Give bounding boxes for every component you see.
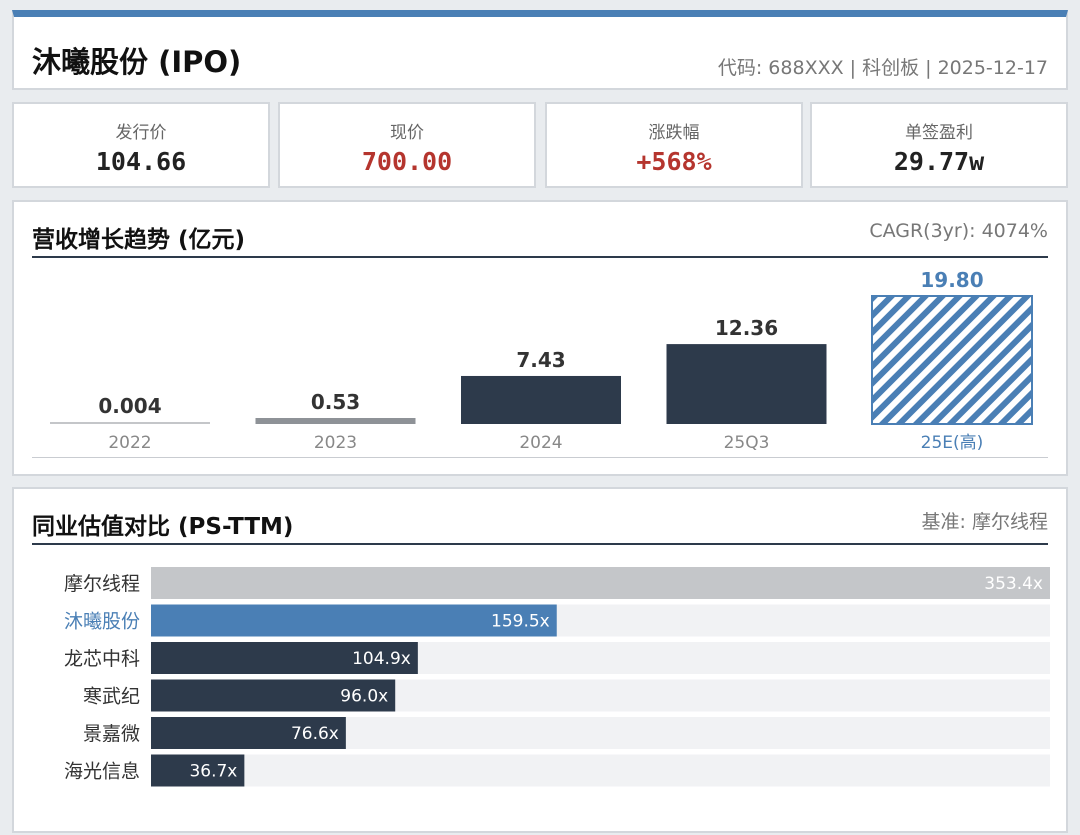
revenue-title-rule — [32, 256, 1048, 258]
revenue-category-label: 2024 — [519, 433, 562, 453]
kpi-label: 涨跌幅 — [648, 123, 700, 143]
revenue-bar-25E(高) — [871, 295, 1033, 425]
revenue-value-label: 12.36 — [715, 316, 778, 340]
peer-bar-摩尔线程 — [151, 567, 1050, 599]
peer-value-label: 36.7x — [189, 762, 237, 782]
revenue-category-label: 25E(高) — [921, 433, 984, 453]
header-card: 沐曦股份 (IPO) 代码: 688XXX | 科创板 | 2025-12-17 — [12, 10, 1068, 90]
kpi-value: +568% — [636, 147, 712, 176]
peer-bar-龙芯中科 — [151, 642, 418, 674]
kpi-label: 现价 — [390, 123, 424, 143]
revenue-category-label: 25Q3 — [724, 433, 770, 453]
peer-company-label: 海光信息 — [64, 761, 140, 783]
kpi-issue-price: 发行价 104.66 — [12, 102, 270, 188]
revenue-bar-25Q3 — [666, 344, 827, 424]
revenue-bar-2023 — [255, 418, 416, 424]
peer-value-label: 353.4x — [984, 574, 1043, 594]
peer-company-label: 沐曦股份 — [64, 611, 140, 633]
revenue-category-label: 2023 — [314, 433, 357, 453]
peer-bar-寒武纪 — [151, 679, 396, 712]
revenue-bar-chart: 0.004 2022 0.53 2023 7.43 2024 12.36 25Q3 19.80 2… — [50, 268, 1033, 453]
peer-title-rule — [32, 543, 1048, 545]
stock-meta: 代码: 688XXX | 科创板 | 2025-12-17 — [717, 57, 1048, 79]
kpi-profit-per-lot: 单签盈利 29.77w — [810, 102, 1068, 188]
revenue-bar-2024 — [461, 375, 621, 424]
peer-company-label: 龙芯中科 — [64, 648, 140, 670]
revenue-bar-2022 — [50, 422, 210, 424]
kpi-current-price: 现价 700.00 — [278, 102, 536, 188]
kpi-label: 发行价 — [115, 123, 167, 143]
revenue-category-label: 2022 — [108, 433, 151, 453]
peer-value-label: 104.9x — [352, 649, 411, 669]
kpi-value: 29.77w — [893, 147, 985, 176]
revenue-value-label: 0.004 — [98, 394, 161, 418]
peer-value-label: 159.5x — [491, 612, 550, 632]
revenue-cagr-note: CAGR(3yr): 4074% — [869, 220, 1048, 242]
peer-company-label: 摩尔线程 — [64, 573, 140, 595]
revenue-title: 营收增长趋势 (亿元) — [32, 227, 246, 253]
revenue-value-label: 7.43 — [516, 348, 565, 372]
kpi-change: 涨跌幅 +568% — [545, 102, 803, 188]
peer-bar-景嘉微 — [151, 717, 346, 749]
peer-value-label: 96.0x — [340, 687, 388, 707]
revenue-card: 营收增长趋势 (亿元) CAGR(3yr): 4074% 0.004 2022 0.… — [12, 200, 1068, 476]
peer-company-label: 景嘉微 — [83, 723, 140, 745]
peer-benchmark-note: 基准: 摩尔线程 — [921, 511, 1048, 533]
revenue-bottom-rule — [32, 457, 1048, 458]
peer-bar-海光信息 — [151, 754, 245, 787]
peer-bar-沐曦股份 — [151, 604, 557, 637]
peer-company-label: 寒武纪 — [83, 686, 140, 708]
peer-value-label: 76.6x — [291, 724, 339, 744]
revenue-value-label: 19.80 — [920, 268, 983, 292]
kpi-value: 700.00 — [361, 147, 453, 176]
kpi-value: 104.66 — [95, 147, 187, 176]
peer-title: 同业估值对比 (PS-TTM) — [32, 514, 294, 540]
peer-valuation-card: 同业估值对比 (PS-TTM) 基准: 摩尔线程 353.4x 摩尔线程 159.5… — [12, 487, 1068, 833]
kpi-label: 单签盈利 — [905, 123, 973, 143]
page-title: 沐曦股份 (IPO) — [32, 45, 242, 79]
peer-hbar-chart: 353.4x 摩尔线程 159.5x 沐曦股份 104.9x 龙芯中科 96.0x 寒武纪 76… — [64, 567, 1050, 787]
peer-bar-track — [151, 754, 1050, 787]
revenue-value-label: 0.53 — [311, 390, 360, 414]
